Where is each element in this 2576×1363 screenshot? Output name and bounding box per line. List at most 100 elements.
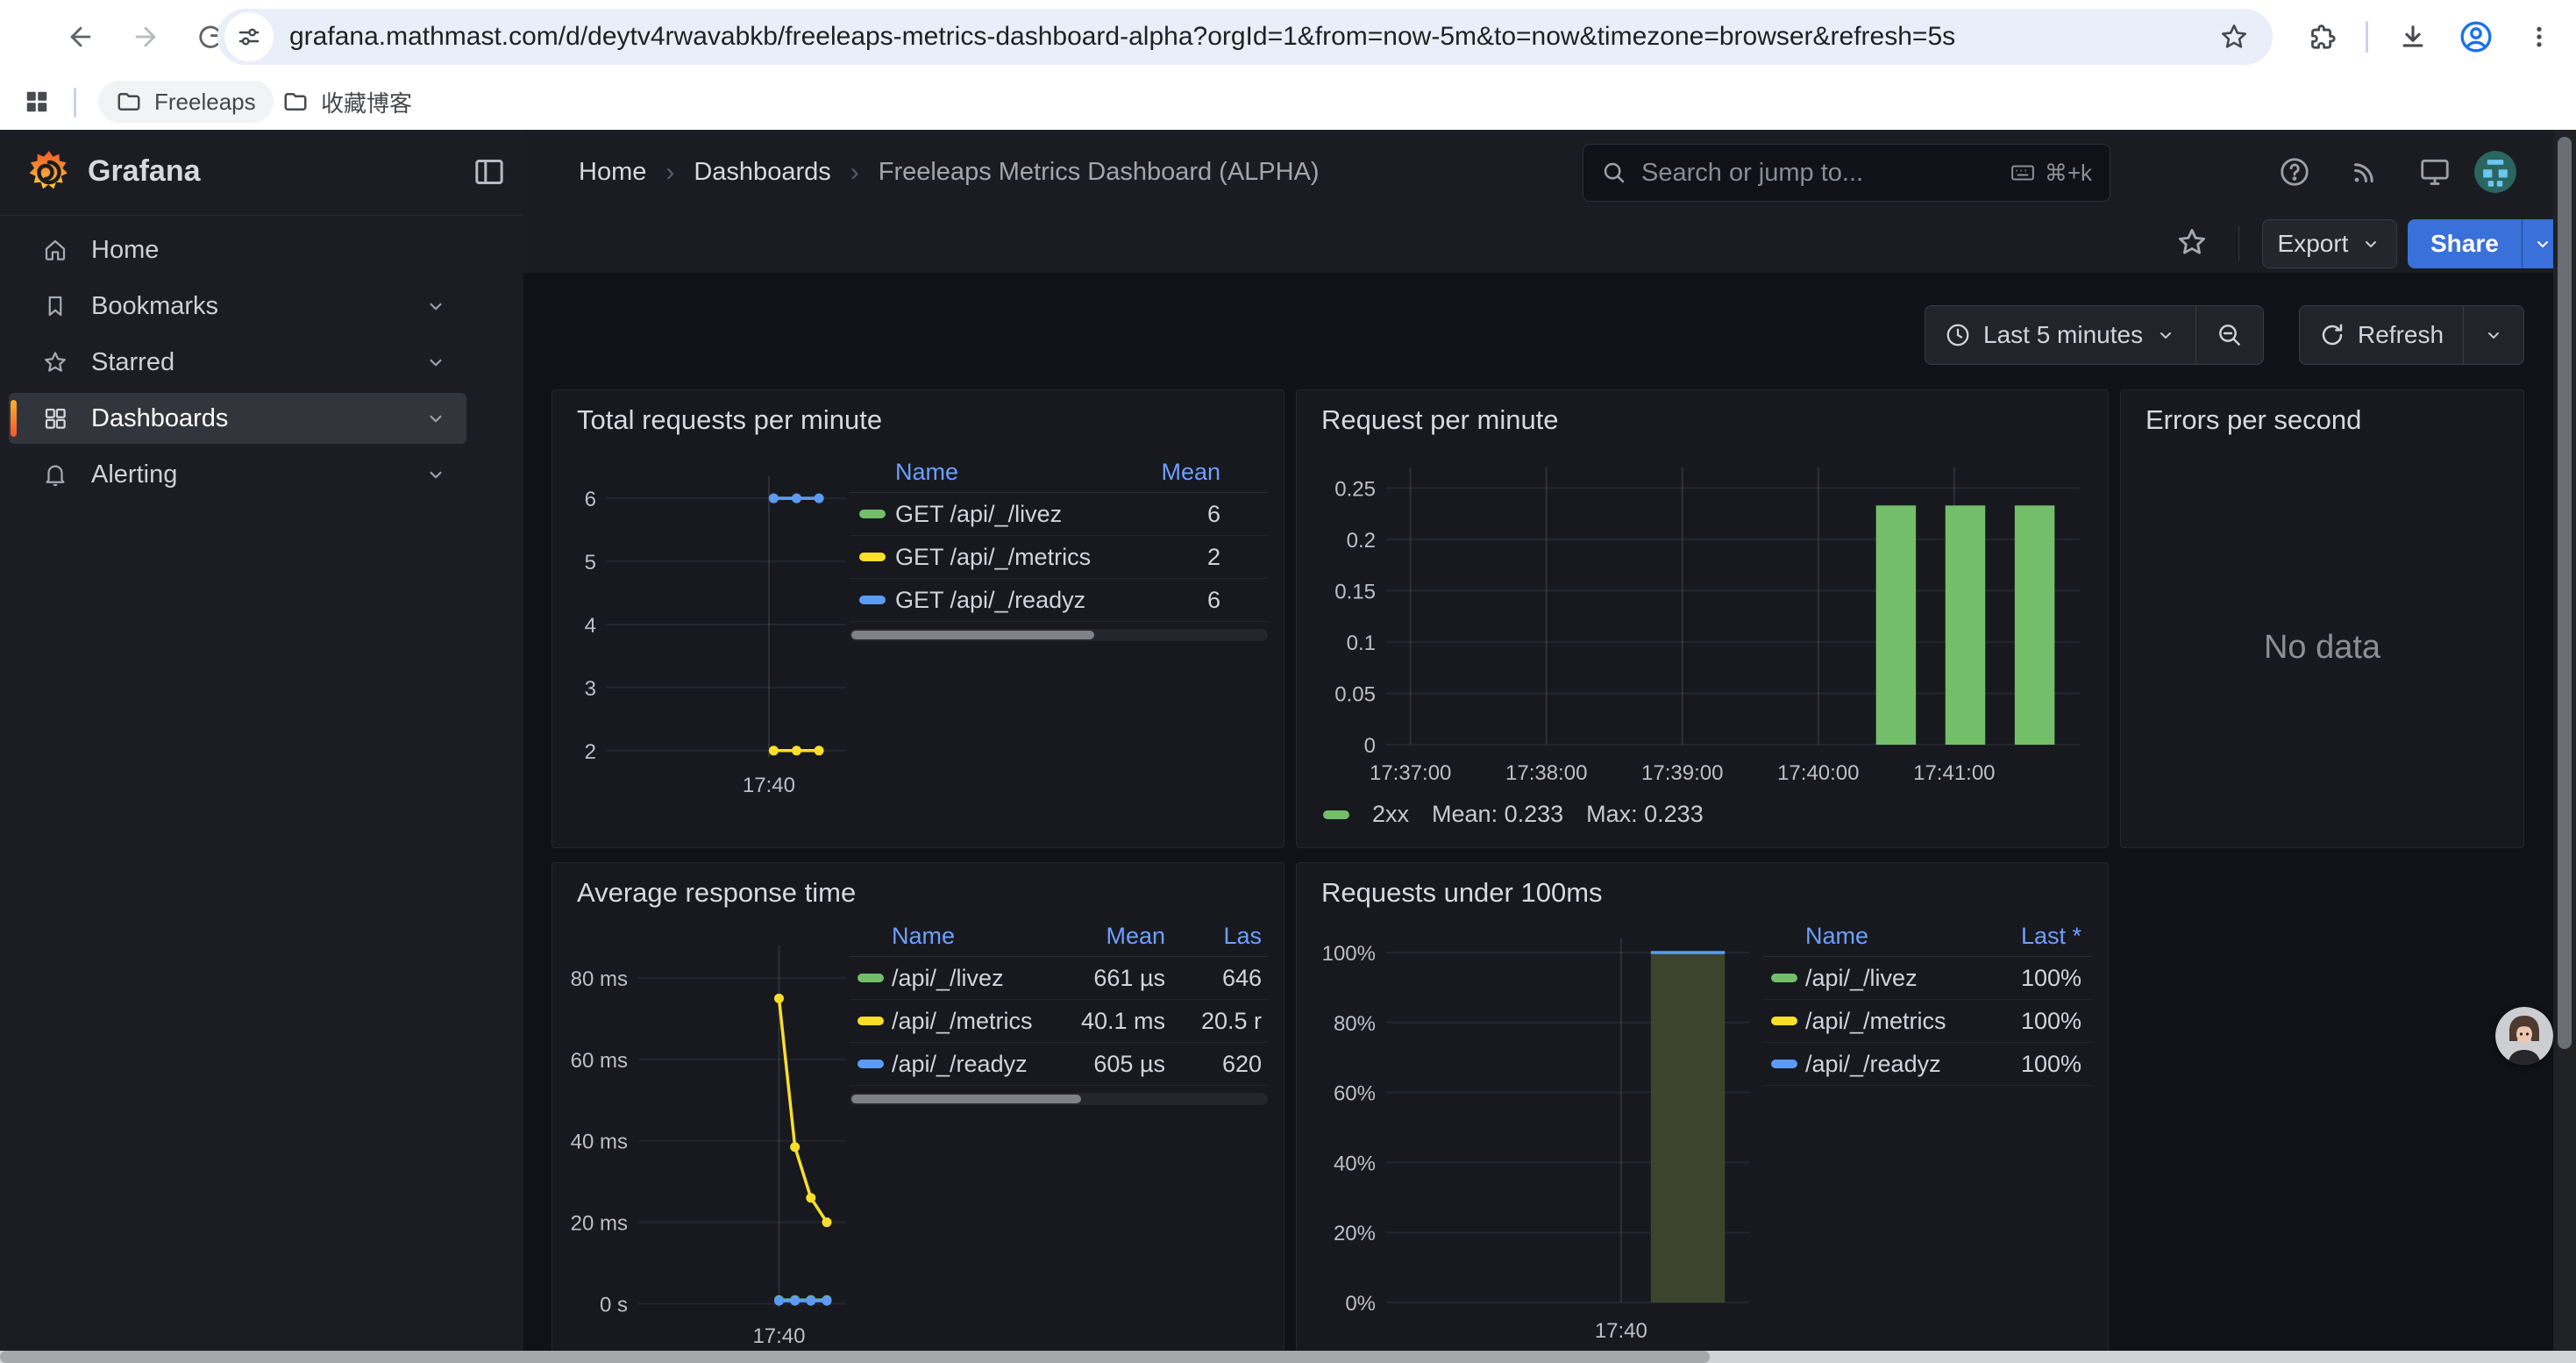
refresh-interval-button[interactable] xyxy=(2464,306,2523,364)
sidebar-item-alerting[interactable]: Alerting xyxy=(9,449,466,500)
refresh-button[interactable]: Refresh xyxy=(2300,306,2463,364)
profile-icon[interactable] xyxy=(2451,12,2501,61)
browser-menu-icon[interactable] xyxy=(2515,12,2564,61)
legend-row[interactable]: /api/_/readyz 605 µs 620 xyxy=(850,1043,1268,1086)
home-icon xyxy=(42,237,68,263)
panel-title[interactable]: Requests under 100ms xyxy=(1321,877,1603,908)
sidebar-item-dashboards[interactable]: Dashboards xyxy=(9,393,466,444)
time-range-picker[interactable]: Last 5 minutes xyxy=(1925,306,2195,364)
legend-scrollbar[interactable] xyxy=(850,1093,1268,1105)
legend-scrollbar[interactable] xyxy=(850,629,1268,641)
breadcrumb-dashboards[interactable]: Dashboards xyxy=(694,158,831,186)
sidebar-item-starred[interactable]: Starred xyxy=(9,337,466,388)
url-bar[interactable]: grafana.mathmast.com/d/deytv4rwavabkb/fr… xyxy=(217,9,2273,65)
chevron-down-icon[interactable] xyxy=(424,463,447,486)
bookmark-blogs[interactable]: 收藏博客 xyxy=(265,81,430,123)
chevron-down-icon[interactable] xyxy=(424,351,447,374)
apps-grid-icon[interactable] xyxy=(12,77,61,126)
search-input[interactable]: Search or jump to... ⌘+k xyxy=(1583,144,2110,202)
sidebar-collapse-icon[interactable] xyxy=(472,154,507,189)
time-controls: Last 5 minutes xyxy=(1925,305,2265,365)
search-placeholder: Search or jump to... xyxy=(1641,158,1864,187)
sidebar-item-home[interactable]: Home xyxy=(9,225,466,275)
panel-requests-under-100ms: Requests under 100ms 0% 20% 40% 60% 80% 100% 1… xyxy=(1296,862,2109,1351)
horizontal-scrollbar-thumb[interactable] xyxy=(0,1351,1710,1363)
series-name: 2xx xyxy=(1372,801,1410,827)
chevron-down-icon xyxy=(2160,332,2172,339)
panel-total-requests: Total requests per minute 2 3 4 5 6 17:40 Nam… xyxy=(551,389,1284,848)
extensions-icon[interactable] xyxy=(2297,12,2346,61)
horizontal-scrollbar[interactable] xyxy=(0,1351,2576,1363)
dashboards-grid-icon xyxy=(42,405,68,432)
bookmark-freeleaps[interactable]: Freeleaps xyxy=(98,81,274,123)
panel-title[interactable]: Total requests per minute xyxy=(577,404,883,435)
assistant-avatar[interactable] xyxy=(2495,1007,2553,1065)
svg-text:17:40: 17:40 xyxy=(743,774,795,797)
legend-inline[interactable]: 2xx Mean: 0.233 Max: 0.233 xyxy=(1323,801,1704,828)
legend-row[interactable]: GET /api/_/metrics 2 xyxy=(850,536,1268,579)
sidebar-item-label: Alerting xyxy=(91,460,178,489)
export-button[interactable]: Export xyxy=(2262,219,2397,268)
user-avatar[interactable] xyxy=(2474,151,2516,193)
requests-under-100ms-chart[interactable]: 0% 20% 40% 60% 80% 100% 17:40 xyxy=(1311,917,1767,1351)
legend-table: Name Mean GET /api/_/livez 6 GET /api/_/m… xyxy=(850,452,1268,641)
svg-text:0.25: 0.25 xyxy=(1334,477,1376,501)
forward-icon[interactable] xyxy=(121,12,170,61)
bell-icon xyxy=(42,461,68,488)
zoom-out-button[interactable] xyxy=(2196,306,2263,364)
svg-text:4: 4 xyxy=(585,614,596,638)
bookmark-icon xyxy=(42,293,68,319)
panel-title[interactable]: Average response time xyxy=(577,877,857,908)
svg-text:40 ms: 40 ms xyxy=(571,1131,628,1154)
panel-request-per-minute: Request per minute 0 0.05 0.1 0.15 0.2 0.25 17… xyxy=(1296,389,2109,848)
site-info-icon[interactable] xyxy=(224,12,274,61)
legend-row[interactable]: /api/_/livez 661 µs 646 xyxy=(850,957,1268,1000)
panel-title[interactable]: Errors per second xyxy=(2145,404,2362,435)
back-icon[interactable] xyxy=(56,12,105,61)
favorite-star-icon[interactable] xyxy=(2175,225,2209,259)
vertical-scrollbar-thumb[interactable] xyxy=(2558,137,2572,1049)
search-icon xyxy=(1601,160,1627,186)
svg-text:0.05: 0.05 xyxy=(1334,682,1376,706)
series-color-pill xyxy=(859,553,886,561)
breadcrumb-home[interactable]: Home xyxy=(579,158,647,186)
legend-row[interactable]: GET /api/_/readyz 6 xyxy=(850,579,1268,622)
dashboard-actions-row: Export Share xyxy=(523,215,2576,274)
share-button[interactable]: Share xyxy=(2408,219,2522,268)
svg-text:3: 3 xyxy=(585,677,596,701)
bookmark-star-icon[interactable] xyxy=(2208,11,2260,63)
legend-row[interactable]: /api/_/readyz 100% xyxy=(1763,1043,2092,1086)
panel-average-response-time: Average response time 0 s 20 ms 40 ms 60 ms… xyxy=(551,862,1284,1351)
bookmarks-divider xyxy=(74,88,76,118)
legend-row[interactable]: /api/_/metrics 100% xyxy=(1763,1000,2092,1043)
chevron-down-icon[interactable] xyxy=(424,407,447,430)
legend-row[interactable]: /api/_/metrics 40.1 ms 20.5 r xyxy=(850,1000,1268,1043)
legend-row[interactable]: /api/_/livez 100% xyxy=(1763,957,2092,1000)
download-icon[interactable] xyxy=(2388,12,2437,61)
url-text[interactable]: grafana.mathmast.com/d/deytv4rwavabkb/fr… xyxy=(289,22,1956,51)
series-color-pill xyxy=(1771,1017,1797,1025)
refresh-controls: Refresh xyxy=(2299,305,2525,365)
help-icon[interactable] xyxy=(2274,151,2316,193)
news-rss-icon[interactable] xyxy=(2344,151,2386,193)
svg-text:5: 5 xyxy=(585,551,596,574)
svg-text:0.15: 0.15 xyxy=(1334,580,1376,603)
svg-text:17:38:00: 17:38:00 xyxy=(1505,761,1587,785)
request-per-minute-chart[interactable]: 0 0.05 0.1 0.15 0.2 0.25 17:37:00 17:38:00 17:39… xyxy=(1311,448,2094,796)
sidebar-item-bookmarks[interactable]: Bookmarks xyxy=(9,281,466,332)
chevron-down-icon[interactable] xyxy=(424,295,447,318)
group-divider xyxy=(2195,306,2197,364)
legend-row[interactable]: GET /api/_/livez 6 xyxy=(850,493,1268,536)
monitor-icon[interactable] xyxy=(2414,151,2456,193)
bookmark-label: 收藏博客 xyxy=(321,89,413,117)
legend-header: Name Last * xyxy=(1763,916,2092,957)
panel-title[interactable]: Request per minute xyxy=(1321,404,1559,435)
grafana-page: Grafana Home Bookmarks Starred xyxy=(0,130,2576,1351)
keyboard-icon xyxy=(2010,165,2034,181)
average-response-time-chart[interactable]: 0 s 20 ms 40 ms 60 ms 80 ms 17:40 xyxy=(568,917,850,1351)
svg-text:80 ms: 80 ms xyxy=(571,967,628,991)
vertical-scrollbar[interactable] xyxy=(2553,130,2576,1351)
svg-text:17:40:00: 17:40:00 xyxy=(1777,761,1859,785)
total-requests-chart[interactable]: 2 3 4 5 6 17:40 xyxy=(568,453,850,804)
